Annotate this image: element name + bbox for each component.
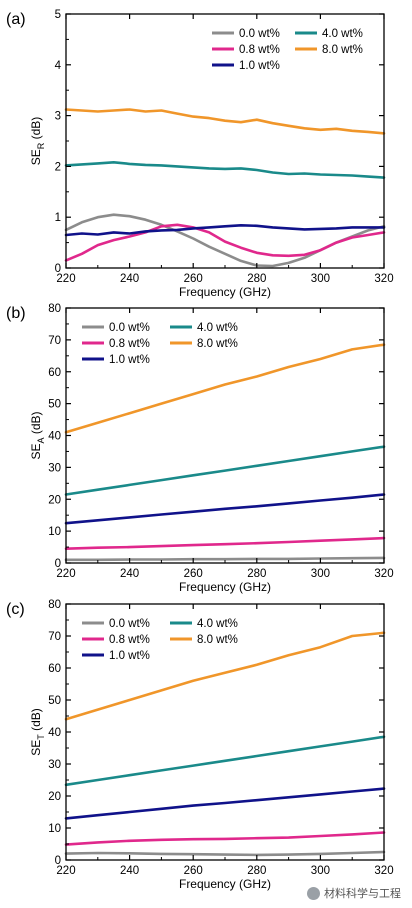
series-line [64, 787, 386, 820]
chart-panel-3: 220 240 260 280 300 320 0 10 20 30 40 50 60 70 80 Frequ… [6, 599, 394, 891]
series-line [64, 735, 386, 787]
series-line [64, 224, 386, 237]
x-tick-label: 280 [247, 568, 266, 580]
x-tick-label: 260 [184, 568, 203, 580]
x-tick-label: 320 [374, 273, 393, 285]
legend-label: 1.0 wt% [239, 60, 280, 72]
y-tick-label: 60 [48, 367, 61, 379]
x-tick-label: 300 [311, 568, 330, 580]
y-axis-label-main: SE [29, 149, 43, 165]
legend-label: 8.0 wt% [197, 338, 238, 350]
x-tick-label: 240 [120, 865, 139, 877]
x-tick-label: 220 [56, 865, 75, 877]
legend-label: 1.0 wt% [109, 354, 150, 366]
y-axis-label-unit: (dB) [29, 708, 43, 734]
series-line [64, 445, 386, 496]
y-axis-label-subscript: A [36, 437, 46, 443]
series-line [64, 850, 386, 857]
y-tick-label: 1 [55, 212, 61, 224]
y-tick-label: 10 [48, 526, 61, 538]
y-tick-label: 50 [48, 399, 61, 411]
y-tick-label: 0 [55, 558, 61, 570]
x-tick-label: 260 [184, 273, 203, 285]
legend-label: 4.0 wt% [197, 322, 238, 334]
legend-label: 0.0 wt% [109, 322, 150, 334]
legend-label: 0.8 wt% [109, 338, 150, 350]
x-tick-label: 320 [374, 568, 393, 580]
y-tick-label: 40 [48, 431, 61, 443]
series-line [64, 556, 386, 562]
y-tick-label: 4 [55, 60, 62, 72]
x-tick-label: 220 [56, 568, 75, 580]
panel-label: (a) [6, 11, 26, 28]
legend-label: 1.0 wt% [109, 650, 150, 662]
y-tick-label: 10 [48, 823, 61, 835]
y-tick-label: 5 [55, 9, 61, 21]
x-tick-label: 320 [374, 865, 393, 877]
watermark-text: 材料科学与工程 [324, 887, 401, 900]
y-tick-label: 50 [48, 695, 61, 707]
series-line [64, 223, 386, 262]
x-tick-label: 280 [247, 273, 266, 285]
legend-label: 0.0 wt% [239, 28, 280, 40]
y-tick-label: 80 [48, 599, 61, 611]
x-tick-label: 280 [247, 865, 266, 877]
y-tick-label: 70 [48, 631, 61, 643]
legend-label: 0.8 wt% [109, 634, 150, 646]
chart-panel-2: 220 240 260 280 300 320 0 10 20 30 40 50 60 70 80 Frequ… [6, 303, 394, 594]
legend: 0.0 wt% 4.0 wt% 0.8 wt% 8.0 wt% 1.0 wt% [82, 322, 238, 366]
legend-label: 0.8 wt% [239, 44, 280, 56]
y-tick-label: 70 [48, 335, 61, 347]
x-tick-label: 240 [120, 568, 139, 580]
x-axis-label: Frequency (GHz) [179, 285, 271, 299]
series-line [64, 493, 386, 525]
y-axis-label-main: SE [29, 444, 43, 460]
y-axis-label-main: SE [29, 740, 43, 756]
y-axis-label: SER (dB) [29, 117, 46, 166]
panel-label: (b) [6, 305, 26, 322]
x-tick-label: 240 [120, 273, 139, 285]
y-tick-label: 3 [55, 111, 61, 123]
series-line [64, 343, 386, 434]
y-tick-label: 30 [48, 462, 61, 474]
x-tick-label: 300 [311, 273, 330, 285]
chart-panel-1: 220 240 260 280 300 320 0 1 2 3 4 5 Frequency (GHz) S… [6, 9, 394, 299]
x-tick-label: 220 [56, 273, 75, 285]
panel-label: (c) [6, 601, 25, 618]
legend-label: 4.0 wt% [197, 618, 238, 630]
y-axis-label-subscript: T [36, 734, 46, 740]
y-tick-label: 40 [48, 727, 61, 739]
x-tick-label: 260 [184, 865, 203, 877]
series-line [64, 161, 386, 179]
series-line [64, 536, 386, 551]
y-tick-label: 0 [55, 263, 61, 275]
legend-label: 4.0 wt% [322, 28, 363, 40]
watermark: 材料科学与工程 [304, 884, 404, 902]
legend: 0.0 wt% 4.0 wt% 0.8 wt% 8.0 wt% 1.0 wt% [82, 618, 238, 662]
wechat-logo-icon [307, 886, 320, 900]
x-tick-label: 300 [311, 865, 330, 877]
y-tick-label: 0 [55, 855, 61, 867]
series-line [64, 631, 386, 721]
legend: 0.0 wt% 4.0 wt% 0.8 wt% 8.0 wt% 1.0 wt% [212, 28, 363, 72]
legend-label: 8.0 wt% [322, 44, 363, 56]
y-axis-label: SEA (dB) [29, 411, 46, 459]
y-axis-label-unit: (dB) [29, 117, 43, 143]
series-line [64, 108, 386, 135]
legend-label: 8.0 wt% [197, 634, 238, 646]
y-tick-label: 60 [48, 663, 61, 675]
y-tick-label: 30 [48, 759, 61, 771]
legend-label: 0.0 wt% [109, 618, 150, 630]
x-axis-label: Frequency (GHz) [179, 877, 271, 891]
y-tick-label: 20 [48, 791, 61, 803]
series-line [64, 831, 386, 846]
y-tick-label: 2 [55, 161, 61, 173]
y-tick-label: 20 [48, 494, 61, 506]
y-tick-label: 80 [48, 303, 61, 315]
x-axis-label: Frequency (GHz) [179, 580, 271, 594]
y-axis-label-subscript: R [36, 142, 46, 149]
y-axis-label-unit: (dB) [29, 411, 43, 437]
y-axis-label: SET (dB) [29, 708, 46, 756]
